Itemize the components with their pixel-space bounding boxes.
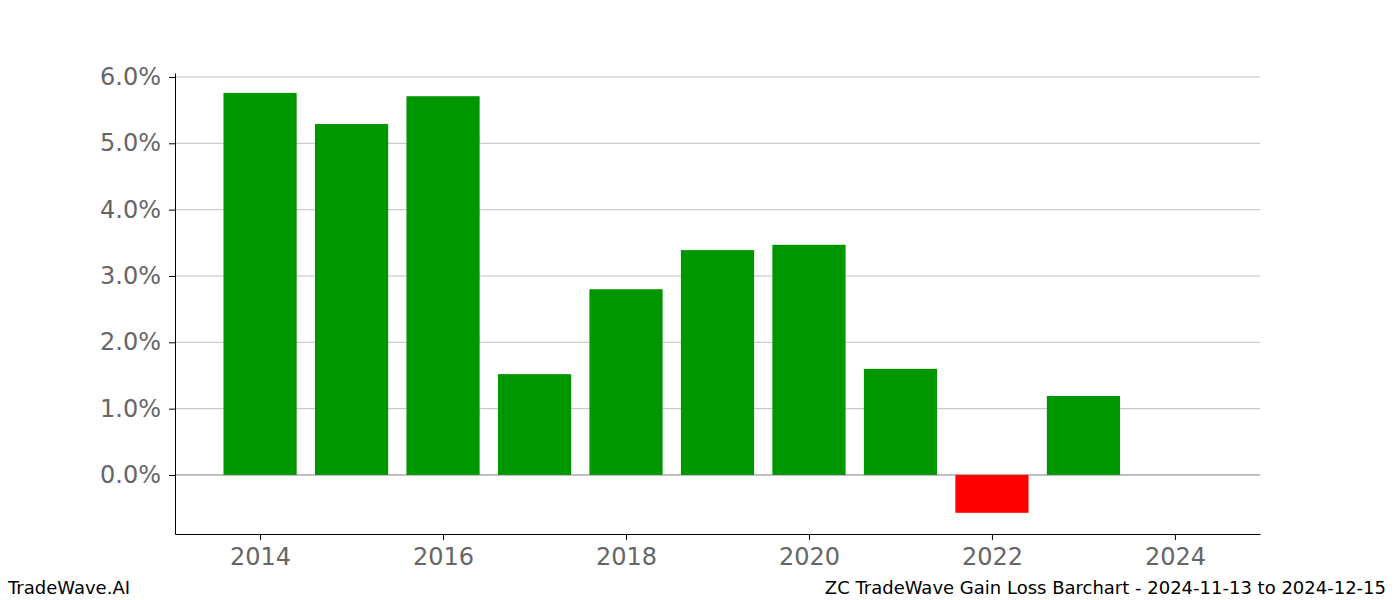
bar <box>406 96 479 475</box>
grid <box>175 77 1260 475</box>
x-tick-mark <box>443 534 444 540</box>
x-axis: 2014 2016 2018 2020 2022 2024 <box>176 534 1261 571</box>
y-tick-label: 4.0% <box>100 196 161 224</box>
y-tick-label: 2.0% <box>100 328 161 356</box>
bar <box>223 93 296 475</box>
x-tick-label: 2018 <box>596 543 657 571</box>
x-tick: 2016 <box>413 534 474 571</box>
y-tick: 2.0% <box>100 328 175 356</box>
y-tick-mark <box>169 77 175 78</box>
x-axis-line <box>176 534 1261 535</box>
footer-left: TradeWave.AI <box>7 577 130 598</box>
bar <box>955 475 1028 513</box>
y-tick-label: 0.0% <box>100 461 161 489</box>
x-tick: 2018 <box>596 534 657 571</box>
y-tick-label: 6.0% <box>100 63 161 91</box>
y-axis-line <box>175 74 176 535</box>
y-tick: 3.0% <box>100 262 175 290</box>
x-tick-mark <box>992 534 993 540</box>
y-tick: 1.0% <box>100 395 175 423</box>
x-tick: 2024 <box>1145 534 1206 571</box>
bar <box>681 250 754 475</box>
title: ZC TradeWave Gain Loss Barchart - 2024-1… <box>825 577 1386 598</box>
x-tick: 2020 <box>779 534 840 571</box>
y-tick-label: 5.0% <box>100 129 161 157</box>
y-tick: 4.0% <box>100 196 175 224</box>
y-tick-mark <box>169 342 175 343</box>
y-tick: 0.0% <box>100 461 175 489</box>
y-tick-mark <box>169 409 175 410</box>
y-tick-label: 3.0% <box>100 262 161 290</box>
grid-line <box>175 76 1260 77</box>
chart: 0.0% 1.0% 2.0% 3.0% 4.0% 5.0% 6.0% 2014 2016 2018… <box>0 0 1400 600</box>
x-tick-mark <box>809 534 810 540</box>
y-tick: 6.0% <box>100 63 175 91</box>
bar <box>589 289 662 475</box>
y-tick-mark <box>169 143 175 144</box>
y-axis: 0.0% 1.0% 2.0% 3.0% 4.0% 5.0% 6.0% <box>100 63 175 534</box>
x-tick-label: 2020 <box>779 543 840 571</box>
x-tick: 2022 <box>962 534 1023 571</box>
x-tick-mark <box>626 534 627 540</box>
bar <box>315 124 388 475</box>
y-tick-mark <box>169 276 175 277</box>
x-tick-label: 2014 <box>230 543 291 571</box>
x-tick-label: 2022 <box>962 543 1023 571</box>
y-tick: 5.0% <box>100 129 175 157</box>
y-tick-mark <box>169 210 175 211</box>
bar <box>772 245 845 475</box>
y-tick-mark <box>169 475 175 476</box>
y-tick-label: 1.0% <box>100 395 161 423</box>
bar <box>498 374 571 475</box>
bars <box>223 93 1120 513</box>
x-tick-label: 2024 <box>1145 543 1206 571</box>
x-tick-mark <box>1175 534 1176 540</box>
x-tick: 2014 <box>230 534 291 571</box>
bar <box>1047 396 1120 475</box>
x-tick-mark <box>260 534 261 540</box>
bar <box>864 369 937 475</box>
x-tick-label: 2016 <box>413 543 474 571</box>
